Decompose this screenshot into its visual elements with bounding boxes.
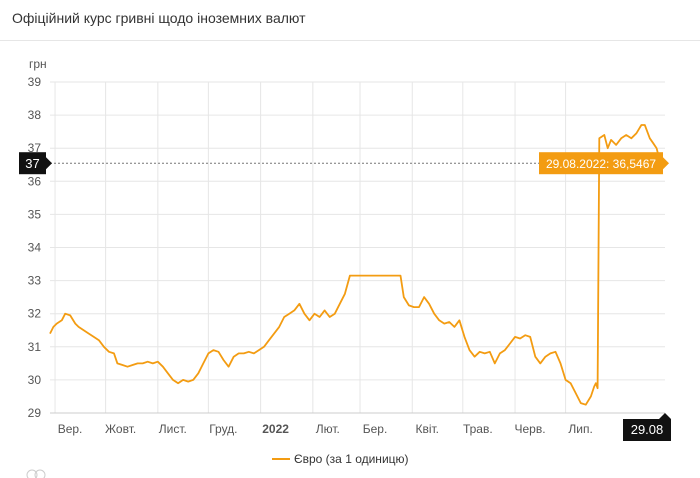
crosshair: 37 29.08.2022: 36,5467 29.08: [19, 152, 671, 441]
x-tick-label: Лист.: [159, 422, 187, 436]
crosshair-y-pointer: [46, 157, 52, 170]
y-axis-ticks: 29 30 31 32 33 34 35 36 37 38 39: [28, 75, 42, 420]
y-tick-label: 34: [28, 241, 42, 255]
x-tick-label: Жовт.: [105, 422, 136, 436]
x-tick-label: 2022: [262, 422, 289, 436]
crosshair-x-box: [623, 419, 671, 441]
x-tick-label: Лют.: [316, 422, 340, 436]
x-tick-label: Бер.: [363, 422, 388, 436]
logo-icon: [26, 469, 46, 478]
x-tick-label: Квіт.: [415, 422, 439, 436]
legend-label: Євро (за 1 одиницю): [294, 452, 409, 466]
y-tick-label: 30: [28, 373, 42, 387]
x-tick-label: Груд.: [209, 422, 237, 436]
tooltip-pointer: [663, 157, 669, 170]
x-axis-ticks: Вер. Жовт. Лист. Груд. 2022 Лют. Бер. Квіт. Трав…: [58, 422, 593, 436]
crosshair-y-box: [19, 152, 46, 175]
crosshair-x-pointer: [659, 413, 671, 419]
x-tick-label: Трав.: [463, 422, 493, 436]
y-axis-label: грн: [29, 57, 47, 71]
x-tick-label: Черв.: [515, 422, 546, 436]
y-tick-label: 39: [28, 75, 42, 89]
x-tick-label: Лип.: [568, 422, 592, 436]
y-tick-label: 33: [28, 274, 42, 288]
page-header: Офіційний курс гривні щодо іноземних вал…: [0, 0, 700, 41]
y-tick-label: 35: [28, 207, 42, 221]
series-layer: [49, 124, 666, 406]
chart-grid: [50, 81, 665, 414]
y-tick-label: 37: [28, 141, 42, 155]
series-line-euro: [49, 124, 666, 406]
legend[interactable]: Євро (за 1 одиницю): [272, 452, 409, 466]
y-tick-label: 29: [28, 406, 42, 420]
tooltip-box: [539, 152, 663, 175]
y-tick-label: 38: [28, 108, 42, 122]
y-tick-label: 36: [28, 174, 42, 188]
y-tick-label: 31: [28, 340, 42, 354]
tooltip-text: 29.08.2022: 36,5467: [546, 157, 656, 171]
page-title: Офіційний курс гривні щодо іноземних вал…: [12, 10, 306, 26]
crosshair-x-label: 29.08: [631, 422, 664, 437]
crosshair-y-label: 37: [25, 156, 39, 171]
x-tick-label: Вер.: [58, 422, 83, 436]
y-tick-label: 32: [28, 307, 42, 321]
